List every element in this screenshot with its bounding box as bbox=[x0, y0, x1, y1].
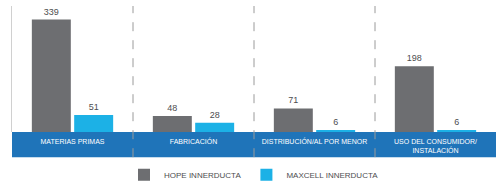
svg-text:USO DEL CONSUMIDOR/INSTALACIÓN: USO DEL CONSUMIDOR/INSTALACIÓN bbox=[394, 138, 477, 154]
svg-text:6: 6 bbox=[454, 117, 459, 127]
svg-text:51: 51 bbox=[89, 102, 99, 112]
svg-text:FABRICACIÓN: FABRICACIÓN bbox=[170, 137, 217, 145]
svg-text:71: 71 bbox=[288, 95, 298, 105]
svg-text:48: 48 bbox=[167, 103, 177, 113]
svg-text:MAXCELL INNERDUCTA: MAXCELL INNERDUCTA bbox=[286, 171, 378, 180]
svg-text:339: 339 bbox=[44, 7, 59, 17]
svg-text:HOPE INNERDUCTA: HOPE INNERDUCTA bbox=[164, 171, 241, 180]
svg-text:MATERIAS PRIMAS: MATERIAS PRIMAS bbox=[40, 138, 104, 145]
svg-text:6: 6 bbox=[333, 117, 338, 127]
svg-text:198: 198 bbox=[407, 53, 422, 63]
svg-text:28: 28 bbox=[210, 110, 220, 120]
svg-text:DISTRIBUCIÓN/AL POR MENOR: DISTRIBUCIÓN/AL POR MENOR bbox=[262, 137, 368, 145]
